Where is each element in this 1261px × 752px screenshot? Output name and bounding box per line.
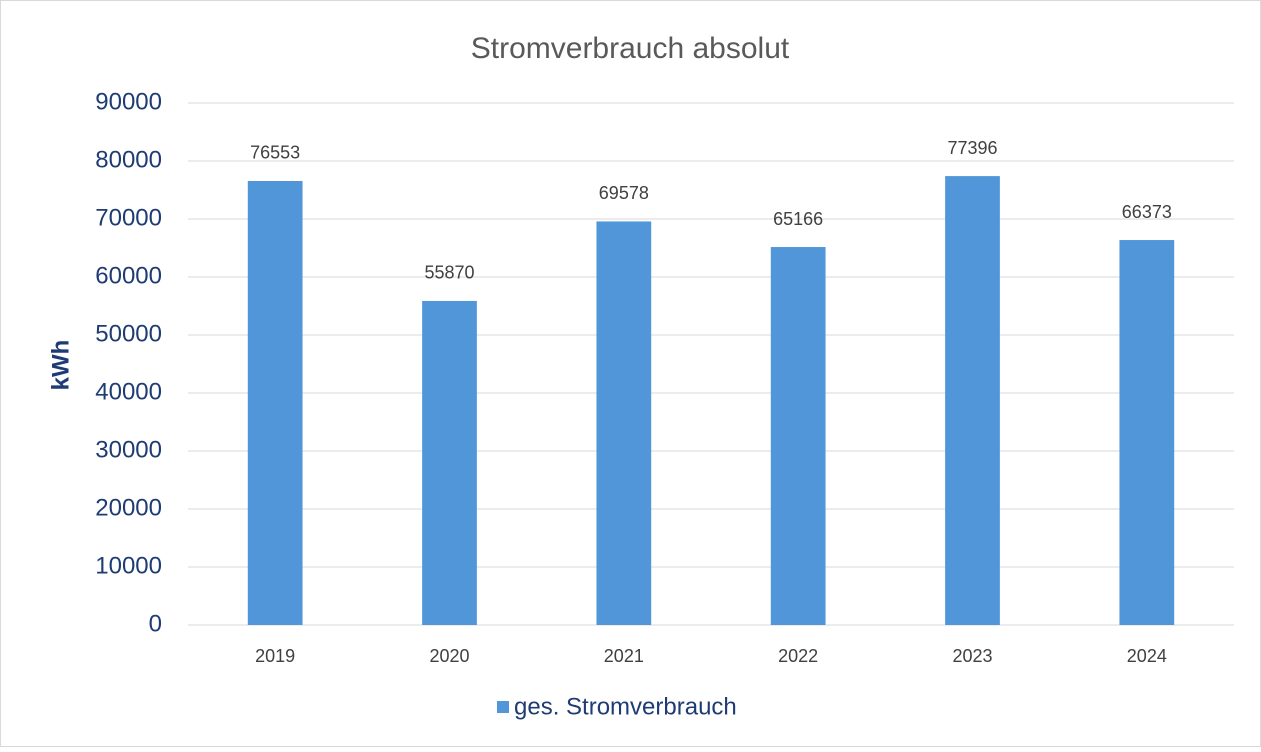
- data-label: 77396: [947, 138, 997, 158]
- data-label: 76553: [250, 143, 300, 163]
- y-tick-label: 90000: [95, 88, 162, 115]
- x-tick-label: 2022: [778, 646, 818, 666]
- legend-label: ges. Stromverbrauch: [514, 693, 737, 720]
- bar: [770, 247, 826, 625]
- x-tick-label: 2023: [952, 646, 992, 666]
- y-axis-label: kWh: [47, 340, 74, 391]
- y-tick-label: 0: [149, 610, 162, 637]
- y-tick-label: 70000: [95, 204, 162, 231]
- legend-swatch: [497, 701, 509, 713]
- y-tick-label: 30000: [95, 436, 162, 463]
- y-tick-label: 50000: [95, 320, 162, 347]
- y-tick-label: 60000: [95, 262, 162, 289]
- y-tick-label: 10000: [95, 552, 162, 579]
- data-label: 55870: [424, 263, 474, 283]
- y-tick-label: 40000: [95, 378, 162, 405]
- bar: [247, 180, 303, 625]
- bar: [422, 300, 477, 625]
- data-label: 65166: [773, 209, 823, 229]
- x-tick-label: 2019: [255, 646, 295, 666]
- bar: [945, 176, 1000, 625]
- bar: [596, 221, 652, 625]
- y-tick-label: 20000: [95, 494, 162, 521]
- x-tick-label: 2024: [1127, 646, 1167, 666]
- x-tick-label: 2021: [604, 646, 644, 666]
- y-tick-label: 80000: [95, 146, 162, 173]
- x-tick-label: 2020: [429, 646, 469, 666]
- data-label: 69578: [599, 183, 649, 203]
- chart-title: Stromverbrauch absolut: [471, 32, 790, 65]
- bar: [1119, 240, 1175, 625]
- data-label: 66373: [1122, 202, 1172, 222]
